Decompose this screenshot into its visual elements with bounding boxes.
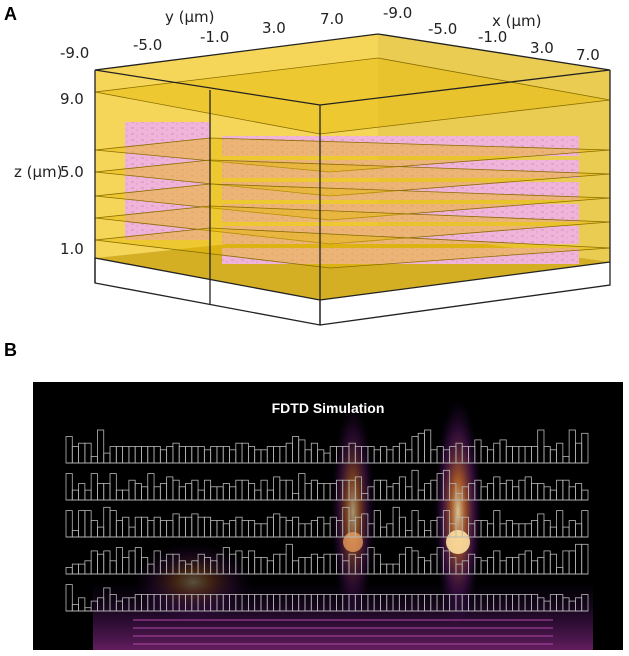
panel-b-fdtd-simulation: FDTD Simulation [33,382,623,650]
y-axis-label: y (µm) [165,8,215,26]
layer-planes [94,57,611,269]
z-tick: 5.0 [60,163,84,181]
y-tick: -5.0 [133,36,162,54]
x-axis-label: x (µm) [492,12,542,30]
interference-fringes [133,619,553,645]
y-tick: 7.0 [320,10,344,28]
y-tick: -1.0 [200,28,229,46]
z-tick: 1.0 [60,240,84,258]
panel-a-letter: A [4,4,17,24]
bounding-box [94,33,611,326]
x-tick: 3.0 [530,39,554,57]
x-tick: -9.0 [383,4,412,22]
panel-b-letter: B [4,340,17,360]
y-tick: -9.0 [60,44,89,62]
structure-left [125,122,210,240]
simulation-title: FDTD Simulation [272,400,385,416]
z-axis-label: z (µm) [14,163,63,181]
z-tick: 9.0 [60,90,84,108]
x-tick: -5.0 [428,20,457,38]
panel-a-3d-structure: y (µm) x (µm) z (µm) -9.0 -5.0 -1.0 3.0 … [14,4,611,326]
structure-profile-rows [65,429,589,612]
y-tick: 3.0 [262,19,286,37]
x-tick: 7.0 [576,46,600,64]
x-tick: -1.0 [478,28,507,46]
